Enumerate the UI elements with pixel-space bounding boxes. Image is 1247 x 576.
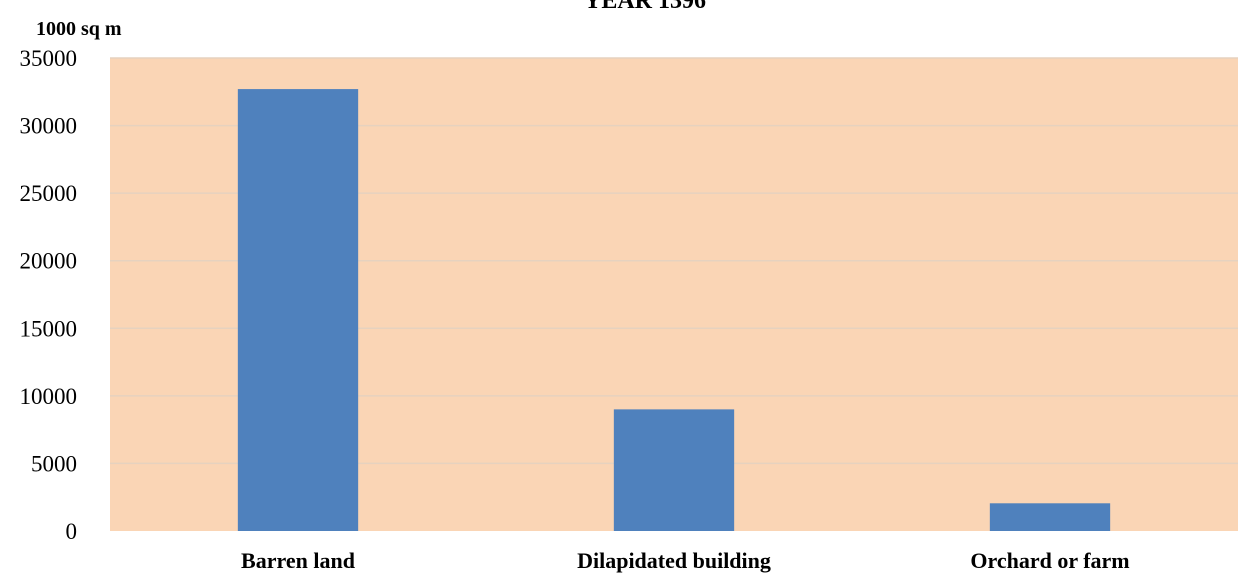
y-tick-label: 5000 — [31, 451, 77, 476]
x-tick-label: Dilapidated building — [577, 548, 771, 573]
y-tick-label: 20000 — [20, 249, 78, 274]
y-axis-unit-label: 1000 sq m — [36, 18, 122, 40]
bar-barren-land — [237, 89, 359, 531]
chart-title: YEAR 1396 — [584, 0, 706, 14]
bars — [237, 89, 1111, 531]
bar-dilapidated-building — [613, 409, 735, 531]
y-tick-label: 25000 — [20, 181, 78, 206]
y-axis-ticks: 0 5000 10000 15000 20000 25000 30000 35000 — [20, 46, 78, 544]
y-tick-label: 30000 — [20, 114, 78, 139]
y-tick-label: 10000 — [20, 384, 78, 409]
x-tick-label: Barren land — [241, 548, 355, 573]
y-tick-label: 35000 — [20, 46, 78, 71]
y-tick-label: 0 — [66, 519, 78, 544]
bar-orchard-or-farm — [989, 503, 1111, 531]
y-tick-label: 15000 — [20, 316, 78, 341]
x-tick-label: Orchard or farm — [970, 548, 1129, 573]
x-axis-labels: Barren land Dilapidated building Orchard o… — [241, 548, 1130, 573]
